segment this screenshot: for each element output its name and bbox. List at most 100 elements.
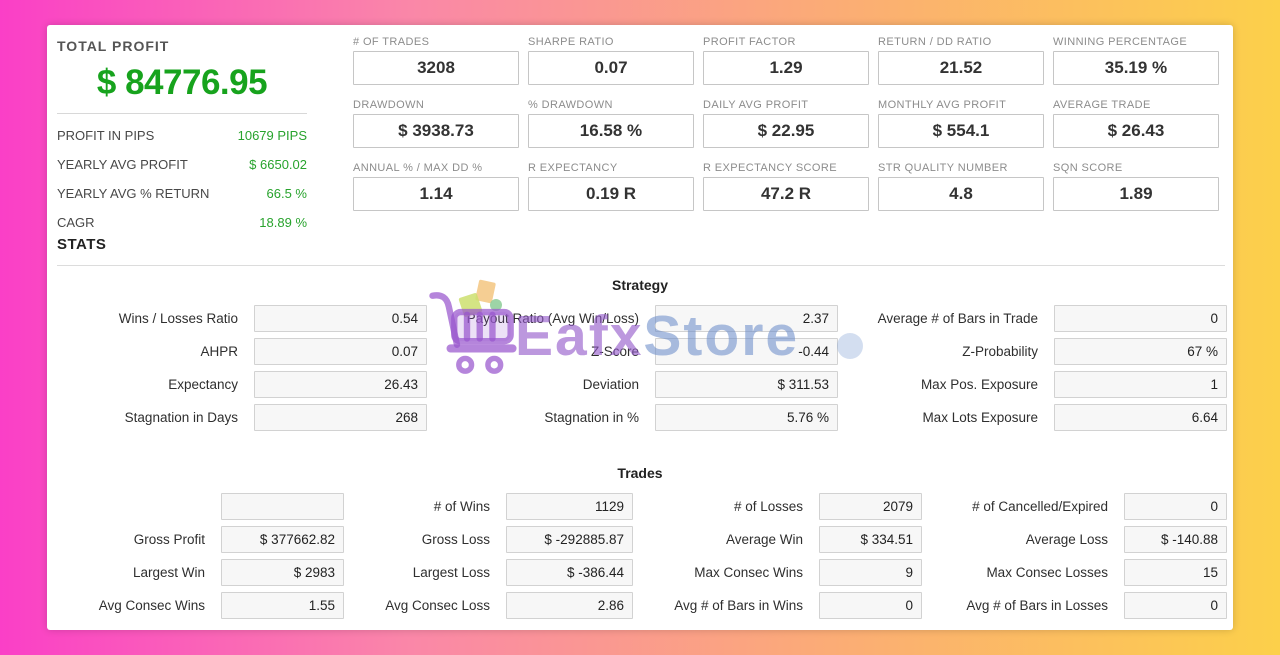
stat-value-box [221,493,344,520]
summary-row: PROFIT IN PIPS 10679 PIPS [57,128,307,143]
divider [57,265,1225,266]
stat-label: Stagnation in % [544,410,639,425]
stat-label: Max Consec Wins [694,565,803,580]
stat-value-box: $ -140.88 [1124,526,1227,553]
metric-cell: MONTHLY AVG PROFIT $ 554.1 [878,99,1044,148]
metric-label: # OF TRADES [353,36,430,48]
stat-value-box: 2.37 [655,305,838,332]
total-profit-panel: TOTAL PROFIT $ 84776.95 PROFIT IN PIPS 1… [57,38,307,230]
total-profit-value: $ 84776.95 [96,63,268,102]
metric-cell: AVERAGE TRADE $ 26.43 [1053,99,1219,148]
summary-label: YEARLY AVG % RETURN [57,186,210,201]
stat-value-box: 1129 [506,493,633,520]
metric-cell: STR QUALITY NUMBER 4.8 [878,162,1044,211]
metric-value-box: 35.19 % [1053,51,1219,85]
metric-value-box: 1.29 [703,51,869,85]
metric-cell: # OF TRADES 3208 [353,36,519,85]
stat-value-box: 1 [1054,371,1227,398]
stat-label: Expectancy [168,377,238,392]
total-profit-label: TOTAL PROFIT [57,38,170,54]
metric-cell: WINNING PERCENTAGE 35.19 % [1053,36,1219,85]
metric-value-box: 21.52 [878,51,1044,85]
stat-label: Average Win [725,532,803,547]
stat-label: Avg # of Bars in Wins [674,598,803,613]
stat-label: AHPR [200,344,238,359]
stat-value-box: 0 [1124,592,1227,619]
metric-cell: R EXPECTANCY SCORE 47.2 R [703,162,869,211]
stat-label: # of Losses [733,499,803,514]
stat-label: # of Cancelled/Expired [972,499,1108,514]
stat-label: Gross Profit [133,532,205,547]
stat-value-box: 1.55 [221,592,344,619]
metric-value-box: 3208 [353,51,519,85]
metric-value-box: 47.2 R [703,177,869,211]
report-panel: TOTAL PROFIT $ 84776.95 PROFIT IN PIPS 1… [47,25,1233,630]
metric-cell: % DRAWDOWN 16.58 % [528,99,694,148]
stat-label: Payout Ratio (Avg Win/Loss) [466,311,639,326]
stat-value-box: 2079 [819,493,922,520]
stat-value-box: $ 334.51 [819,526,922,553]
stat-label: Max Lots Exposure [922,410,1038,425]
stat-value-box: 6.64 [1054,404,1227,431]
stat-label: Wins / Losses Ratio [118,311,238,326]
stat-value-box: 268 [254,404,427,431]
summary-label: YEARLY AVG PROFIT [57,157,188,172]
stat-value-box: -0.44 [655,338,838,365]
metric-label: RETURN / DD RATIO [878,36,992,48]
stat-value-box: 0.07 [254,338,427,365]
metric-label: PROFIT FACTOR [703,36,796,48]
stat-value-box: 2.86 [506,592,633,619]
stat-value-box: $ 2983 [221,559,344,586]
metric-value-box: 1.89 [1053,177,1219,211]
stat-label: Largest Win [132,565,205,580]
stat-label: Average # of Bars in Trade [877,311,1038,326]
stat-value-box: $ -292885.87 [506,526,633,553]
trades-grid: # of Wins 1129 # of Losses 2079 # of Cance… [53,493,1227,619]
metric-cell: R EXPECTANCY 0.19 R [528,162,694,211]
stat-value-box: 9 [819,559,922,586]
stat-value-box: 0 [819,592,922,619]
stat-label: Z-Score [590,344,639,359]
metric-label: R EXPECTANCY [528,162,618,174]
summary-row: YEARLY AVG % RETURN 66.5 % [57,186,307,201]
stat-value-box: $ -386.44 [506,559,633,586]
metric-cell: ANNUAL % / MAX DD % 1.14 [353,162,519,211]
stat-value-box: $ 377662.82 [221,526,344,553]
metric-label: ANNUAL % / MAX DD % [353,162,483,174]
summary-value: 18.89 % [259,215,307,230]
metric-value-box: 4.8 [878,177,1044,211]
metric-cell: DRAWDOWN $ 3938.73 [353,99,519,148]
metric-label: % DRAWDOWN [528,99,613,111]
trades-heading: Trades [617,465,663,481]
stat-value-box: 26.43 [254,371,427,398]
stat-label: Max Pos. Exposure [920,377,1038,392]
summary-label: PROFIT IN PIPS [57,128,155,143]
stat-value-box: 0 [1124,493,1227,520]
metric-value-box: $ 26.43 [1053,114,1219,148]
stat-value-box: 5.76 % [655,404,838,431]
summary-value: $ 6650.02 [249,157,307,172]
stat-label: Avg Consec Loss [385,598,490,613]
stat-value-box: $ 311.53 [655,371,838,398]
stat-label: # of Wins [433,499,490,514]
stat-label: Avg # of Bars in Losses [966,598,1108,613]
metric-label: STR QUALITY NUMBER [878,162,1008,174]
stat-label: Max Consec Losses [986,565,1108,580]
metric-cell: RETURN / DD RATIO 21.52 [878,36,1044,85]
summary-row: YEARLY AVG PROFIT $ 6650.02 [57,157,307,172]
stat-label [53,493,221,520]
metric-value-box: $ 3938.73 [353,114,519,148]
stat-label: Average Loss [1025,532,1108,547]
metric-value-box: 16.58 % [528,114,694,148]
metric-value-box: $ 22.95 [703,114,869,148]
metric-value-box: 0.19 R [528,177,694,211]
stat-label: Z-Probability [962,344,1038,359]
metric-label: R EXPECTANCY SCORE [703,162,837,174]
stat-label: Stagnation in Days [124,410,238,425]
divider [57,113,307,114]
stat-label: Avg Consec Wins [98,598,205,613]
stat-value-box: 15 [1124,559,1227,586]
stat-label: Gross Loss [421,532,490,547]
summary-row: CAGR 18.89 % [57,215,307,230]
stat-value-box: 67 % [1054,338,1227,365]
